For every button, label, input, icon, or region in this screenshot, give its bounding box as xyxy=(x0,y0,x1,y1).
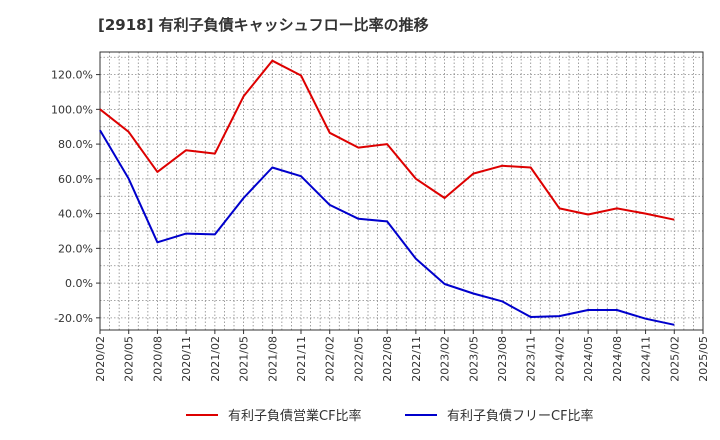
x-tick-label: 2025/02 xyxy=(668,336,681,382)
x-tick-label: 2025/05 xyxy=(697,336,710,382)
series-layer xyxy=(99,59,675,326)
legend: 有利子負債営業CF比率 有利子負債フリーCF比率 xyxy=(186,408,594,424)
plot-frame xyxy=(99,51,704,331)
x-tick-label: 2023/11 xyxy=(525,336,538,382)
x-tick-label: 2020/02 xyxy=(94,336,107,382)
x-axis-ticks: 2020/02 2020/05 2020/08 2020/11 2021/02 2021/… xyxy=(94,330,710,382)
grid-layer xyxy=(99,52,704,330)
x-tick-label: 2020/11 xyxy=(180,336,193,382)
x-tick-label: 2022/02 xyxy=(324,336,337,382)
y-tick-label: 100.0% xyxy=(51,103,93,116)
y-tick-label: 40.0% xyxy=(58,208,93,221)
x-tick-label: 2023/02 xyxy=(439,336,452,382)
x-tick-label: 2024/08 xyxy=(611,336,624,382)
y-tick-label: 80.0% xyxy=(58,138,93,151)
x-tick-label: 2020/08 xyxy=(151,336,164,382)
y-axis-ticks: -20.0% 0.0% 20.0% 40.0% 60.0% 80.0% 100.0% 120.… xyxy=(51,69,100,325)
y-tick-label: -20.0% xyxy=(54,312,93,325)
x-tick-label: 2022/08 xyxy=(381,336,394,382)
x-tick-label: 2021/08 xyxy=(266,336,279,382)
x-tick-label: 2024/11 xyxy=(640,336,653,382)
x-tick-label: 2023/05 xyxy=(467,336,480,382)
x-tick-label: 2022/05 xyxy=(352,336,365,382)
legend-label-1: 有利子負債営業CF比率 xyxy=(228,408,362,424)
y-tick-label: 20.0% xyxy=(58,242,93,255)
x-tick-label: 2024/02 xyxy=(553,336,566,382)
x-tick-label: 2022/11 xyxy=(410,336,423,382)
y-tick-label: 0.0% xyxy=(65,277,93,290)
y-tick-label: 120.0% xyxy=(51,69,93,82)
y-tick-label: 60.0% xyxy=(58,173,93,186)
x-tick-label: 2020/05 xyxy=(123,336,136,382)
x-tick-label: 2021/05 xyxy=(238,336,251,382)
chart-title: [2918] 有利子負債キャッシュフロー比率の推移 xyxy=(98,16,429,34)
x-tick-label: 2023/08 xyxy=(496,336,509,382)
x-tick-label: 2021/11 xyxy=(295,336,308,382)
x-tick-label: 2021/02 xyxy=(209,336,222,382)
x-tick-label: 2024/05 xyxy=(582,336,595,382)
legend-label-2: 有利子負債フリーCF比率 xyxy=(447,408,594,424)
